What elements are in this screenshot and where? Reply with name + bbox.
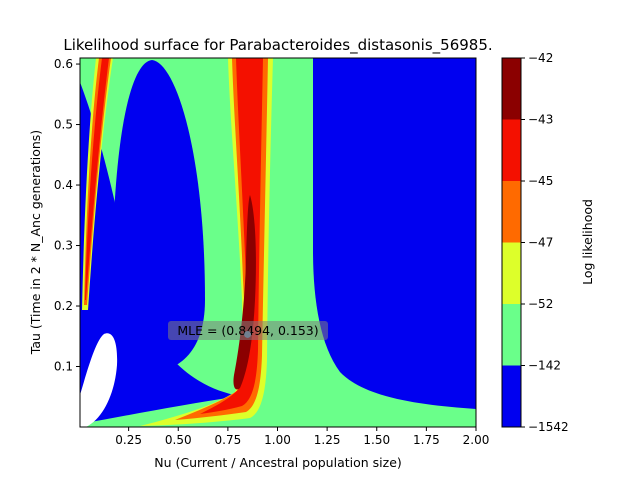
colorbar-segment xyxy=(502,242,521,304)
colorbar-tick-label: −47 xyxy=(528,236,553,250)
y-axis: 0.1 0.2 0.3 0.4 0.5 0.6 xyxy=(54,57,80,374)
x-tick-label: 1.50 xyxy=(363,433,390,447)
colorbar-segment xyxy=(502,304,521,366)
surface-region-lobe xyxy=(112,60,205,372)
y-axis-label: Tau (Time in 2 * N_Anc generations) xyxy=(28,130,43,355)
colorbar-tick-label: −1542 xyxy=(528,420,569,434)
colorbar-tick-label: −45 xyxy=(528,174,553,188)
surface-region-white xyxy=(80,333,118,427)
colorbar-segment xyxy=(502,181,521,243)
x-tick-label: 1.25 xyxy=(314,433,341,447)
mle-label: MLE = (0.8494, 0.153) xyxy=(177,323,318,338)
chart-title: Likelihood surface for Parabacteroides_d… xyxy=(63,36,492,55)
y-tick-label: 0.5 xyxy=(54,118,73,132)
x-tick-label: 1.00 xyxy=(264,433,291,447)
colorbar-tick-label: −43 xyxy=(528,113,553,127)
y-tick-label: 0.1 xyxy=(54,360,73,374)
y-tick-label: 0.2 xyxy=(54,299,73,313)
colorbar-tick-label: −42 xyxy=(528,51,553,65)
colorbar-tick-label: −52 xyxy=(528,297,553,311)
x-tick-label: 1.75 xyxy=(413,433,440,447)
x-axis: 0.25 0.50 0.75 1.00 1.25 1.50 1.75 2.00 xyxy=(115,427,489,447)
mle-point[interactable] xyxy=(244,330,252,338)
x-tick-label: 0.25 xyxy=(115,433,142,447)
colorbar-segment xyxy=(502,365,521,427)
mle-label-box xyxy=(168,321,328,340)
y-tick-label: 0.6 xyxy=(54,57,73,71)
x-tick-label: 0.50 xyxy=(165,433,192,447)
colorbar-tick-label: −142 xyxy=(528,359,561,373)
y-tick-label: 0.3 xyxy=(54,239,73,253)
surface-region-right xyxy=(313,58,476,409)
x-tick-label: 2.00 xyxy=(463,433,490,447)
plot-area: MLE = (0.8494, 0.153) xyxy=(80,58,476,427)
y-tick-label: 0.4 xyxy=(54,178,73,192)
x-tick-label: 0.75 xyxy=(215,433,242,447)
colorbar-segment xyxy=(502,119,521,181)
colorbar-label: Log likelihood xyxy=(580,199,595,285)
x-axis-label: Nu (Current / Ancestral population size) xyxy=(154,455,402,470)
colorbar-segment xyxy=(502,58,521,120)
colorbar: −1542 −142 −52 −47 −45 −43 −42 xyxy=(501,51,569,434)
ridge-main-darkred xyxy=(233,195,256,390)
ridge-left-orange xyxy=(84,58,111,305)
mle-annotation[interactable]: MLE = (0.8494, 0.153) xyxy=(168,321,328,340)
ridge-left-red xyxy=(85,58,109,300)
